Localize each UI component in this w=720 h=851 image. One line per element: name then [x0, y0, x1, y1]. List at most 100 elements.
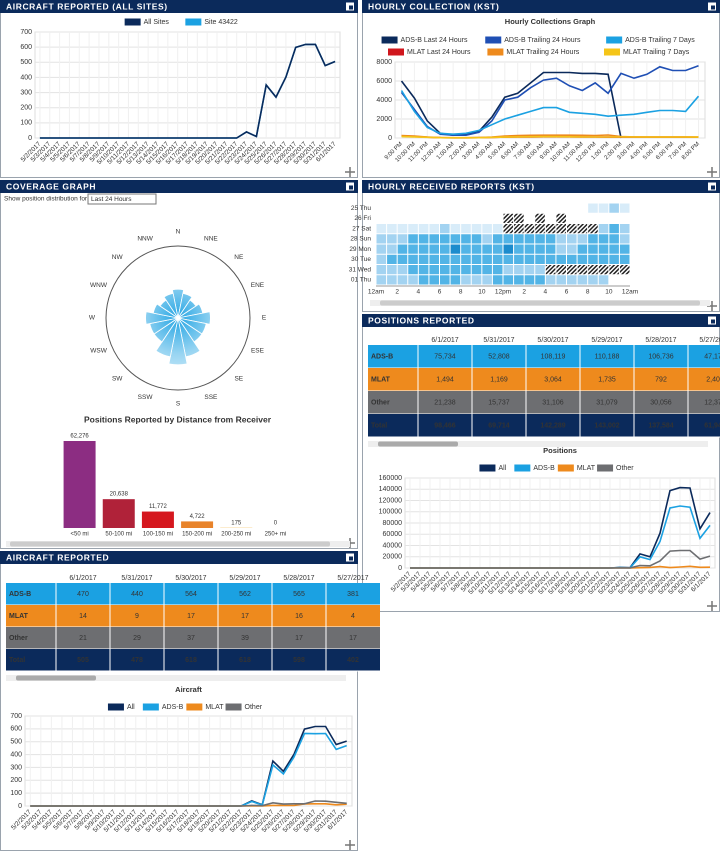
x-tick-label: 12am	[368, 289, 384, 296]
row-label: 25 Thu	[351, 205, 372, 212]
scrollbar-track	[368, 441, 708, 447]
y-tick-label: 0	[28, 135, 32, 142]
legend-label: Site 43422	[204, 19, 238, 26]
series-line	[401, 135, 699, 139]
heat-cell	[567, 254, 577, 264]
heat-cell	[577, 254, 588, 264]
table-header: 5/30/2017	[537, 337, 568, 344]
table-header: 5/29/2017	[229, 575, 260, 582]
y-tick-label: 100000	[379, 509, 402, 516]
no-data-cell	[503, 224, 514, 234]
heat-cell	[482, 254, 492, 264]
legend-swatch	[142, 703, 159, 711]
row-label: 27 Sat	[352, 225, 371, 232]
table-cell: 564	[185, 591, 197, 598]
panel-title: COVERAGE GRAPH	[6, 181, 96, 191]
direction-label: SE	[234, 376, 243, 383]
heat-cell	[376, 224, 387, 234]
x-tick-label: 6	[565, 289, 569, 296]
heat-cell	[397, 244, 408, 254]
heat-cell	[450, 244, 461, 254]
y-tick-label: 100	[10, 790, 22, 797]
heat-cell	[418, 224, 429, 234]
panel-title: POSITIONS REPORTED	[368, 315, 475, 325]
no-data-cell	[514, 224, 524, 234]
heat-cell	[556, 275, 566, 285]
heat-cell	[450, 224, 461, 234]
heat-cell	[429, 224, 439, 234]
series-line	[400, 71, 622, 139]
heat-cell	[418, 244, 429, 254]
heat-cell	[450, 254, 461, 264]
table-header: 5/27/2017	[699, 337, 720, 344]
direction-label: W	[89, 315, 96, 322]
direction-label: E	[262, 315, 267, 322]
heat-cell	[545, 244, 556, 254]
heat-cell	[397, 234, 408, 244]
scrollbar-thumb[interactable]	[378, 441, 458, 447]
heat-cell	[598, 234, 609, 244]
heat-cell	[514, 265, 524, 275]
legend-swatch	[606, 36, 623, 44]
table-cell: 98,466	[434, 422, 456, 429]
heat-cell	[461, 275, 471, 285]
panel-header	[0, 180, 358, 193]
heat-cell	[482, 224, 492, 234]
panel-icon-inner	[349, 5, 353, 10]
y-tick-label: 400	[20, 74, 32, 81]
table-cell: 598	[293, 657, 305, 664]
heat-cell	[440, 254, 450, 264]
heat-cell	[376, 275, 387, 285]
heat-cell	[598, 275, 609, 285]
table-cell: 142,289	[540, 422, 565, 429]
series-line	[30, 800, 347, 807]
table-row	[6, 649, 380, 671]
y-tick-label: 500	[10, 739, 22, 746]
legend-label: ADS-B	[533, 465, 555, 472]
table-cell: 75,734	[434, 353, 456, 360]
heat-cell	[524, 265, 535, 275]
x-tick-label: 200-250 mi	[221, 532, 251, 538]
y-tick-label: 300	[20, 89, 32, 96]
table-header: 5/28/2017	[283, 575, 314, 582]
no-data-cell	[514, 213, 524, 223]
heat-cell	[387, 254, 397, 264]
heat-cell	[397, 254, 408, 264]
legend-swatch	[388, 48, 404, 56]
heat-cell	[387, 234, 397, 244]
legend-label: Other	[245, 704, 263, 711]
heat-cell	[461, 224, 471, 234]
table-cell: 69,714	[488, 422, 510, 429]
panel-title: HOURLY COLLECTION (KST)	[368, 1, 499, 11]
y-tick-label: 0	[388, 135, 392, 142]
table-cell: 17	[241, 613, 249, 620]
x-tick-label: 12pm	[495, 289, 511, 296]
table-header: 5/30/2017	[175, 575, 206, 582]
panel-icon-inner	[711, 319, 715, 324]
scrollbar-thumb[interactable]	[16, 675, 96, 681]
no-data-cell	[556, 213, 566, 223]
y-tick-label: 600	[20, 44, 32, 51]
row-label: Total	[371, 422, 387, 429]
table-cell: 402	[347, 657, 359, 664]
direction-label: SSW	[138, 394, 154, 401]
table-header: 5/28/2017	[645, 337, 676, 344]
scrollbar-thumb[interactable]	[10, 541, 330, 547]
scrollbar-thumb[interactable]	[380, 300, 700, 306]
y-tick-label: 0	[398, 565, 402, 572]
heat-cell	[598, 203, 609, 213]
heat-cell	[598, 244, 609, 254]
panel-header	[362, 180, 720, 193]
heat-cell	[418, 265, 429, 275]
heat-cell	[450, 275, 461, 285]
heat-cell	[524, 244, 535, 254]
table-cell: 12,372	[704, 399, 720, 406]
heat-cell	[471, 254, 482, 264]
dropdown[interactable]	[87, 193, 157, 205]
table-cell: 1,494	[436, 376, 454, 383]
heat-cell	[408, 265, 418, 275]
dropdown-value: Last 24 Hours	[91, 196, 132, 203]
heat-cell	[492, 265, 503, 275]
y-tick-label: 100	[20, 120, 32, 127]
table-cell: 1,169	[490, 376, 508, 383]
